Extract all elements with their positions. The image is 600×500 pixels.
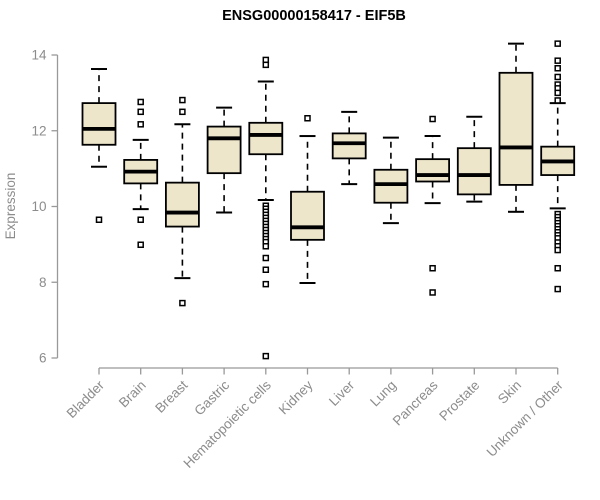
x-tick-label: Gastric [191, 377, 232, 418]
box-prostate [456, 147, 492, 196]
outlier-point-brain [137, 98, 144, 106]
outlier-point-unknown-other [554, 97, 561, 104]
x-tick-label: Pancreas [390, 377, 441, 428]
outlier-point-hematopoietic-cells [262, 352, 270, 360]
outlier-point-breast [179, 96, 186, 104]
outlier-point-unknown-other [554, 89, 561, 97]
box-kidney [290, 190, 325, 241]
outlier-point-kidney [304, 115, 311, 122]
x-tick-label: Breast [152, 377, 190, 415]
box-pancreas [415, 158, 451, 183]
box-hematopoietic-cells [248, 121, 284, 156]
y-axis-label: Expression [3, 173, 18, 240]
y-tick-label: 14 [31, 48, 47, 63]
y-tick-label: 6 [39, 351, 47, 366]
x-tick-label: Prostate [436, 378, 482, 424]
box-liver [331, 132, 367, 160]
outlier-point-hematopoietic-cells [262, 243, 270, 250]
y-tick-label: 10 [31, 199, 46, 214]
outlier-point-brain [137, 108, 144, 116]
outlier-point-pancreas [429, 115, 436, 123]
box-gastric [206, 125, 242, 175]
outlier-point-hematopoietic-cells [262, 254, 270, 262]
outlier-point-pancreas [429, 289, 436, 296]
box-lung [373, 168, 409, 204]
outlier-point-unknown-other [554, 65, 561, 72]
box-bladder [81, 102, 117, 146]
chart-title: ENSG00000158417 - EIF5B [222, 8, 406, 24]
outlier-point-breast [179, 108, 186, 116]
outlier-point-unknown-other [554, 73, 561, 81]
outlier-point-unknown-other [554, 246, 561, 254]
outlier-point-hematopoietic-cells [262, 266, 270, 274]
outlier-point-unknown-other [554, 57, 561, 64]
outlier-point-unknown-other [554, 40, 561, 47]
x-tick-label: Kidney [276, 377, 316, 417]
outlier-point-bladder [95, 216, 103, 224]
x-tick-label: Liver [326, 377, 358, 409]
outlier-point-hematopoietic-cells [262, 280, 270, 288]
outlier-point-hematopoietic-cells [262, 61, 270, 69]
x-tick-label: Unknown / Other [484, 377, 567, 460]
box-skin [498, 71, 534, 186]
outlier-point-brain [137, 216, 144, 224]
y-tick-label: 12 [31, 123, 46, 138]
x-tick-label: Bladder [64, 377, 108, 421]
x-tick-label: Lung [367, 378, 399, 410]
x-tick-label: Skin [495, 378, 524, 407]
outlier-point-brain [137, 121, 144, 128]
y-tick-label: 8 [39, 275, 47, 290]
box-breast [164, 181, 200, 228]
outlier-point-pancreas [429, 264, 436, 272]
outlier-point-brain [137, 241, 144, 249]
outlier-point-unknown-other [554, 285, 561, 293]
outlier-point-breast [179, 299, 186, 307]
outlier-point-unknown-other [554, 264, 561, 272]
x-tick-label: Brain [116, 378, 149, 411]
